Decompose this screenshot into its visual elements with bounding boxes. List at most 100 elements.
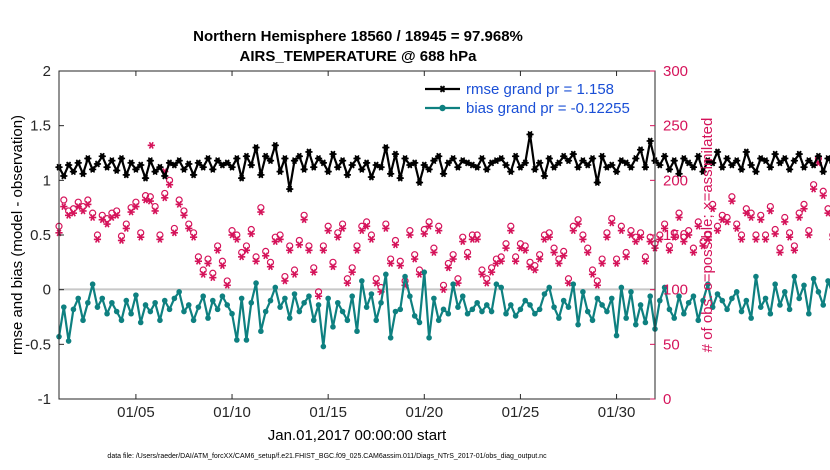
assimilated-point-stroke [739, 235, 745, 243]
assimilated-point [675, 213, 683, 222]
assimilated-point [555, 259, 563, 267]
x-tick-label: 01/25 [502, 404, 540, 421]
bias-point [349, 293, 355, 300]
series-bias [56, 269, 830, 350]
rmse-point-star-stroke [267, 157, 273, 165]
assimilated-point [185, 224, 193, 232]
legend: rmse grand pr = 1.158 bias grand pr = -0.… [420, 77, 652, 121]
bias-point [205, 315, 211, 321]
rmse-point-star [771, 150, 779, 158]
bias-point [89, 281, 96, 288]
assimilated-point [636, 233, 645, 241]
rmse-point-star-stroke [498, 154, 504, 162]
rmse-point-star-stroke [479, 154, 485, 162]
rmse-point-star-stroke [532, 165, 538, 173]
bias-point [724, 306, 730, 313]
bias-point [310, 317, 317, 324]
assimilated-point-stroke [455, 279, 461, 287]
assimilated-point [656, 235, 664, 243]
y-axis-left: -1 -0.5 0 0.5 1 1.5 2 [25, 63, 64, 408]
bias-point [493, 281, 500, 288]
assimilated-point-stroke [474, 235, 480, 243]
assimilated-point [147, 141, 155, 149]
bias-point [709, 304, 716, 310]
bias-point [214, 306, 221, 313]
assimilated-point [805, 231, 813, 239]
rmse-point-star [93, 160, 102, 168]
bias-point [373, 317, 380, 324]
rmse-point-star [752, 168, 760, 176]
bias-point [498, 284, 504, 291]
assimilated-point [319, 246, 327, 254]
bias-point [75, 295, 82, 302]
rmse-point-star [329, 150, 337, 158]
rmse-point-star [314, 154, 323, 162]
rmse-point-star-stroke [546, 154, 552, 162]
y-tick-label: 2 [43, 63, 51, 80]
assimilated-point [84, 200, 92, 208]
assimilated-point [473, 235, 481, 243]
assimilated-point [536, 255, 544, 263]
bias-point [368, 291, 375, 297]
bias-point [411, 313, 418, 319]
assimilated-point-stroke [66, 211, 72, 219]
bias-point [109, 299, 115, 306]
assimilated-point [343, 279, 351, 287]
assimilated-point-stroke [70, 209, 76, 217]
rmse-point-star-stroke [99, 152, 105, 160]
assimilated-point-stroke [133, 203, 139, 211]
x-axis: 01/05 01/10 01/15 01/20 01/25 01/30 [117, 71, 635, 421]
assimilated-point [132, 203, 140, 211]
assimilated-point [781, 218, 789, 226]
rmse-point-star [781, 154, 789, 162]
rmse-point-star [218, 161, 227, 169]
assimilated-point [521, 246, 529, 254]
assimilated-point [709, 205, 717, 213]
assimilated-point [189, 233, 198, 241]
rmse-point-star [117, 154, 126, 162]
rmse-point-star-stroke [301, 165, 307, 173]
assimilated-point-stroke [647, 238, 653, 246]
rmse-point-star [113, 166, 121, 175]
bias-point [618, 284, 625, 291]
rmse-point-star [319, 159, 327, 167]
bias-point [272, 284, 279, 291]
assimilated-point-stroke [229, 231, 235, 239]
rmse-point-star [622, 159, 630, 167]
y-axis-label: rmse and bias (model - observation) [9, 115, 26, 355]
rmse-point-star-stroke [662, 152, 668, 160]
rmse-point-star [214, 157, 222, 165]
assimilated-point [757, 216, 765, 224]
rmse-point-star-stroke [75, 159, 81, 167]
bias-point [306, 293, 312, 300]
assimilated-point-stroke [503, 244, 509, 252]
bias-point [195, 304, 202, 310]
assimilated-point-stroke [195, 257, 201, 265]
assimilated-point-stroke [392, 241, 398, 249]
rmse-point-star [420, 161, 428, 169]
rmse-point-star-stroke [359, 165, 365, 173]
bias-point [229, 310, 235, 317]
bias-point [551, 304, 557, 310]
rmse-point-star [305, 148, 313, 156]
assimilated-point-stroke [609, 219, 615, 227]
assimilated-point-stroke [181, 211, 187, 219]
assimilated-point-stroke [234, 235, 240, 243]
rmse-point-star [358, 165, 366, 173]
rmse-point-star-stroke [349, 161, 355, 169]
assimilated-point-stroke [340, 224, 346, 232]
assimilated-point [512, 257, 520, 265]
rmse-point-star-stroke [777, 159, 783, 167]
possible-point [60, 196, 68, 204]
rmse-point-star-stroke [436, 152, 442, 160]
bias-point [301, 299, 307, 306]
rmse-point-star-stroke [392, 150, 398, 158]
rmse-point-star [271, 141, 279, 149]
assimilated-point-stroke [575, 220, 581, 228]
assimilated-point-stroke [743, 209, 749, 217]
rmse-point-star [65, 161, 73, 169]
rmse-point-star-stroke [690, 163, 696, 171]
assimilated-point [430, 248, 438, 257]
rmse-point-star-stroke [388, 170, 394, 178]
bias-point [85, 299, 91, 306]
